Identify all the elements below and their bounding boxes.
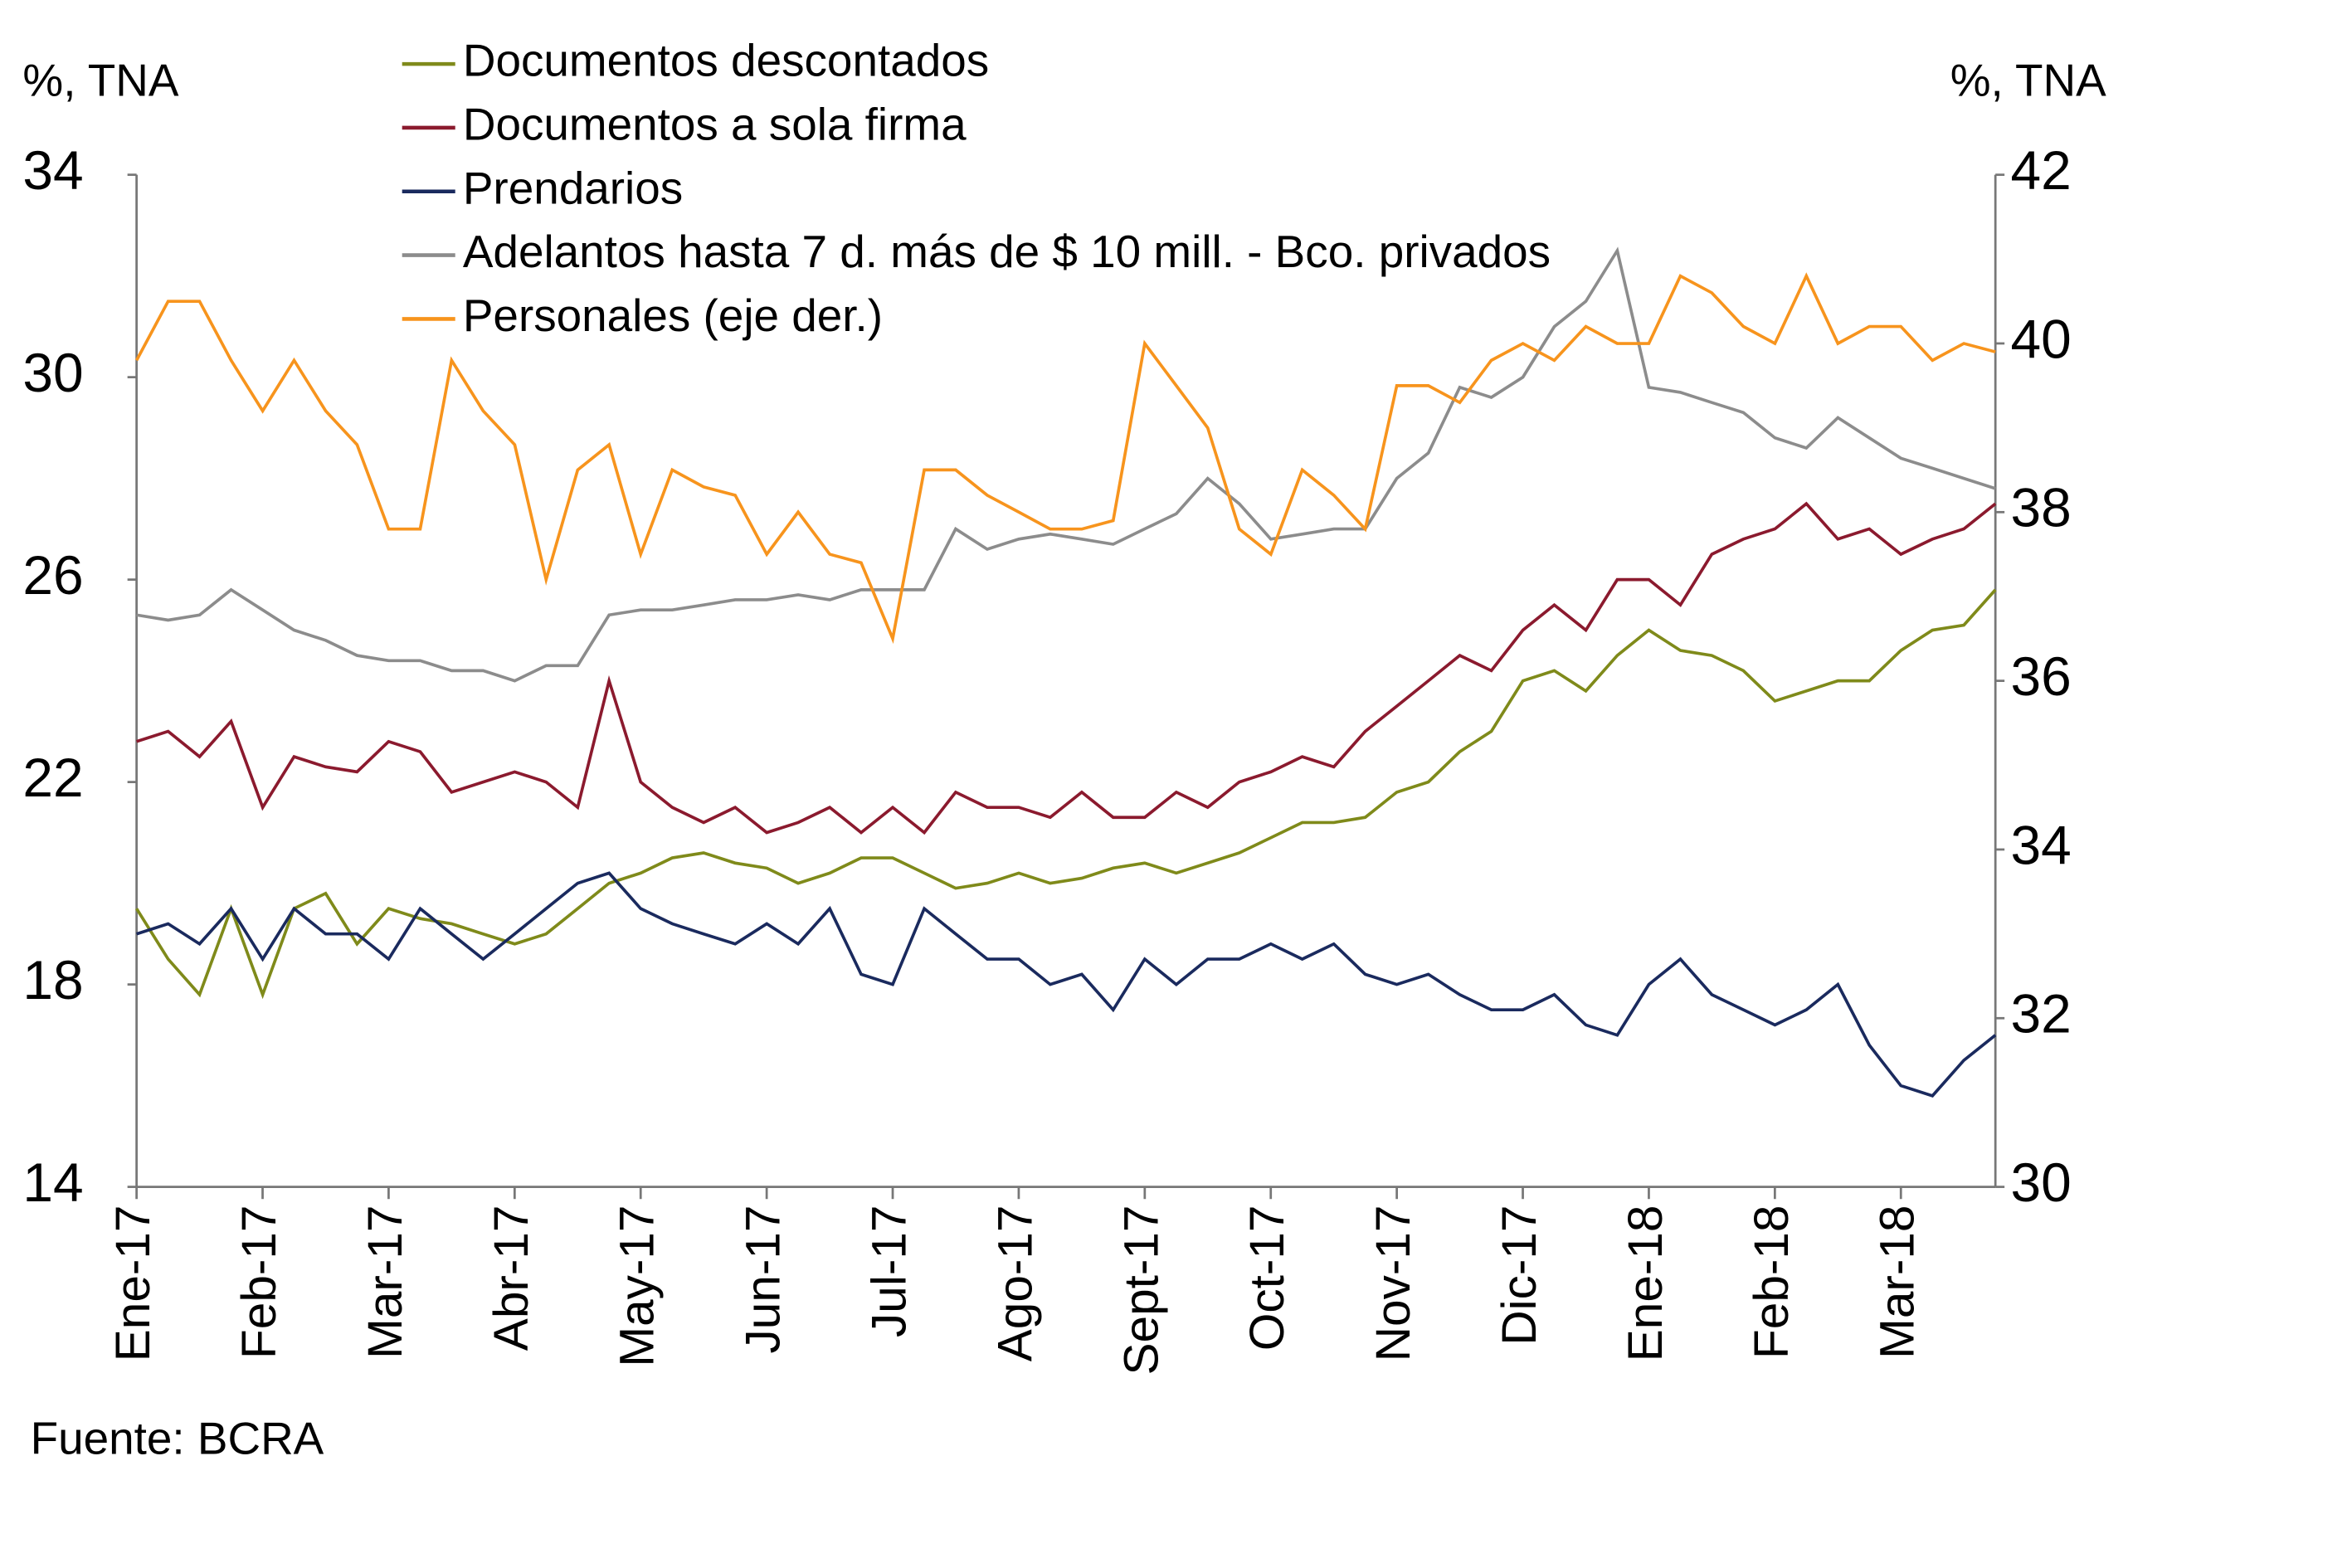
x-tick-label: Dic-17 <box>1493 1205 1546 1346</box>
x-tick-label: Mar-17 <box>358 1205 412 1359</box>
legend-label: Documentos a sola firma <box>463 98 967 149</box>
legend-label: Prendarios <box>463 162 683 213</box>
x-tick-label: Feb-18 <box>1745 1205 1799 1359</box>
series-line <box>135 588 1997 1000</box>
y2-axis-title: %, TNA <box>1950 54 2106 105</box>
y2-tick-label: 38 <box>2010 477 2071 538</box>
y2-tick-label: 42 <box>2010 139 2071 201</box>
x-tick-label: Ago-17 <box>988 1205 1042 1362</box>
y-tick-label: 14 <box>22 1152 83 1213</box>
legend-label: Personales (eje der.) <box>463 290 883 341</box>
x-tick-label: Ene-18 <box>1619 1205 1673 1362</box>
x-tick-label: Mar-18 <box>1871 1205 1925 1359</box>
y-tick-label: 22 <box>22 747 83 808</box>
series-line <box>136 501 1997 835</box>
y-tick-label: 30 <box>22 342 83 403</box>
x-tick-label: Sept-17 <box>1114 1205 1168 1376</box>
x-tick-label: Jul-17 <box>862 1205 916 1337</box>
x-tick-label: Ene-17 <box>106 1205 160 1362</box>
legend-label: Documentos descontados <box>463 35 989 86</box>
y-tick-label: 34 <box>22 139 83 201</box>
y2-tick-label: 36 <box>2010 645 2071 707</box>
y2-tick-label: 32 <box>2010 983 2071 1045</box>
y2-tick-label: 30 <box>2010 1152 2071 1213</box>
series-line <box>136 871 1997 1098</box>
legend-label: Adelantos hasta 7 d. más de $ 10 mill. -… <box>463 226 1551 277</box>
y2-tick-label: 34 <box>2010 814 2071 875</box>
y2-tick-label: 40 <box>2010 308 2071 369</box>
source: Fuente: BCRA <box>31 1412 324 1463</box>
y-tick-label: 26 <box>22 544 83 606</box>
series-line <box>136 246 1996 683</box>
x-tick-label: May-17 <box>611 1205 665 1367</box>
x-tick-label: Feb-17 <box>232 1205 286 1359</box>
series-line <box>134 272 1996 645</box>
x-tick-label: Abr-17 <box>485 1205 538 1351</box>
x-tick-label: Jun-17 <box>737 1205 791 1354</box>
y-axis-title: %, TNA <box>22 54 178 105</box>
x-tick-label: Oct-17 <box>1240 1205 1294 1351</box>
x-tick-label: Nov-17 <box>1366 1205 1420 1362</box>
y-tick-label: 18 <box>22 949 83 1010</box>
